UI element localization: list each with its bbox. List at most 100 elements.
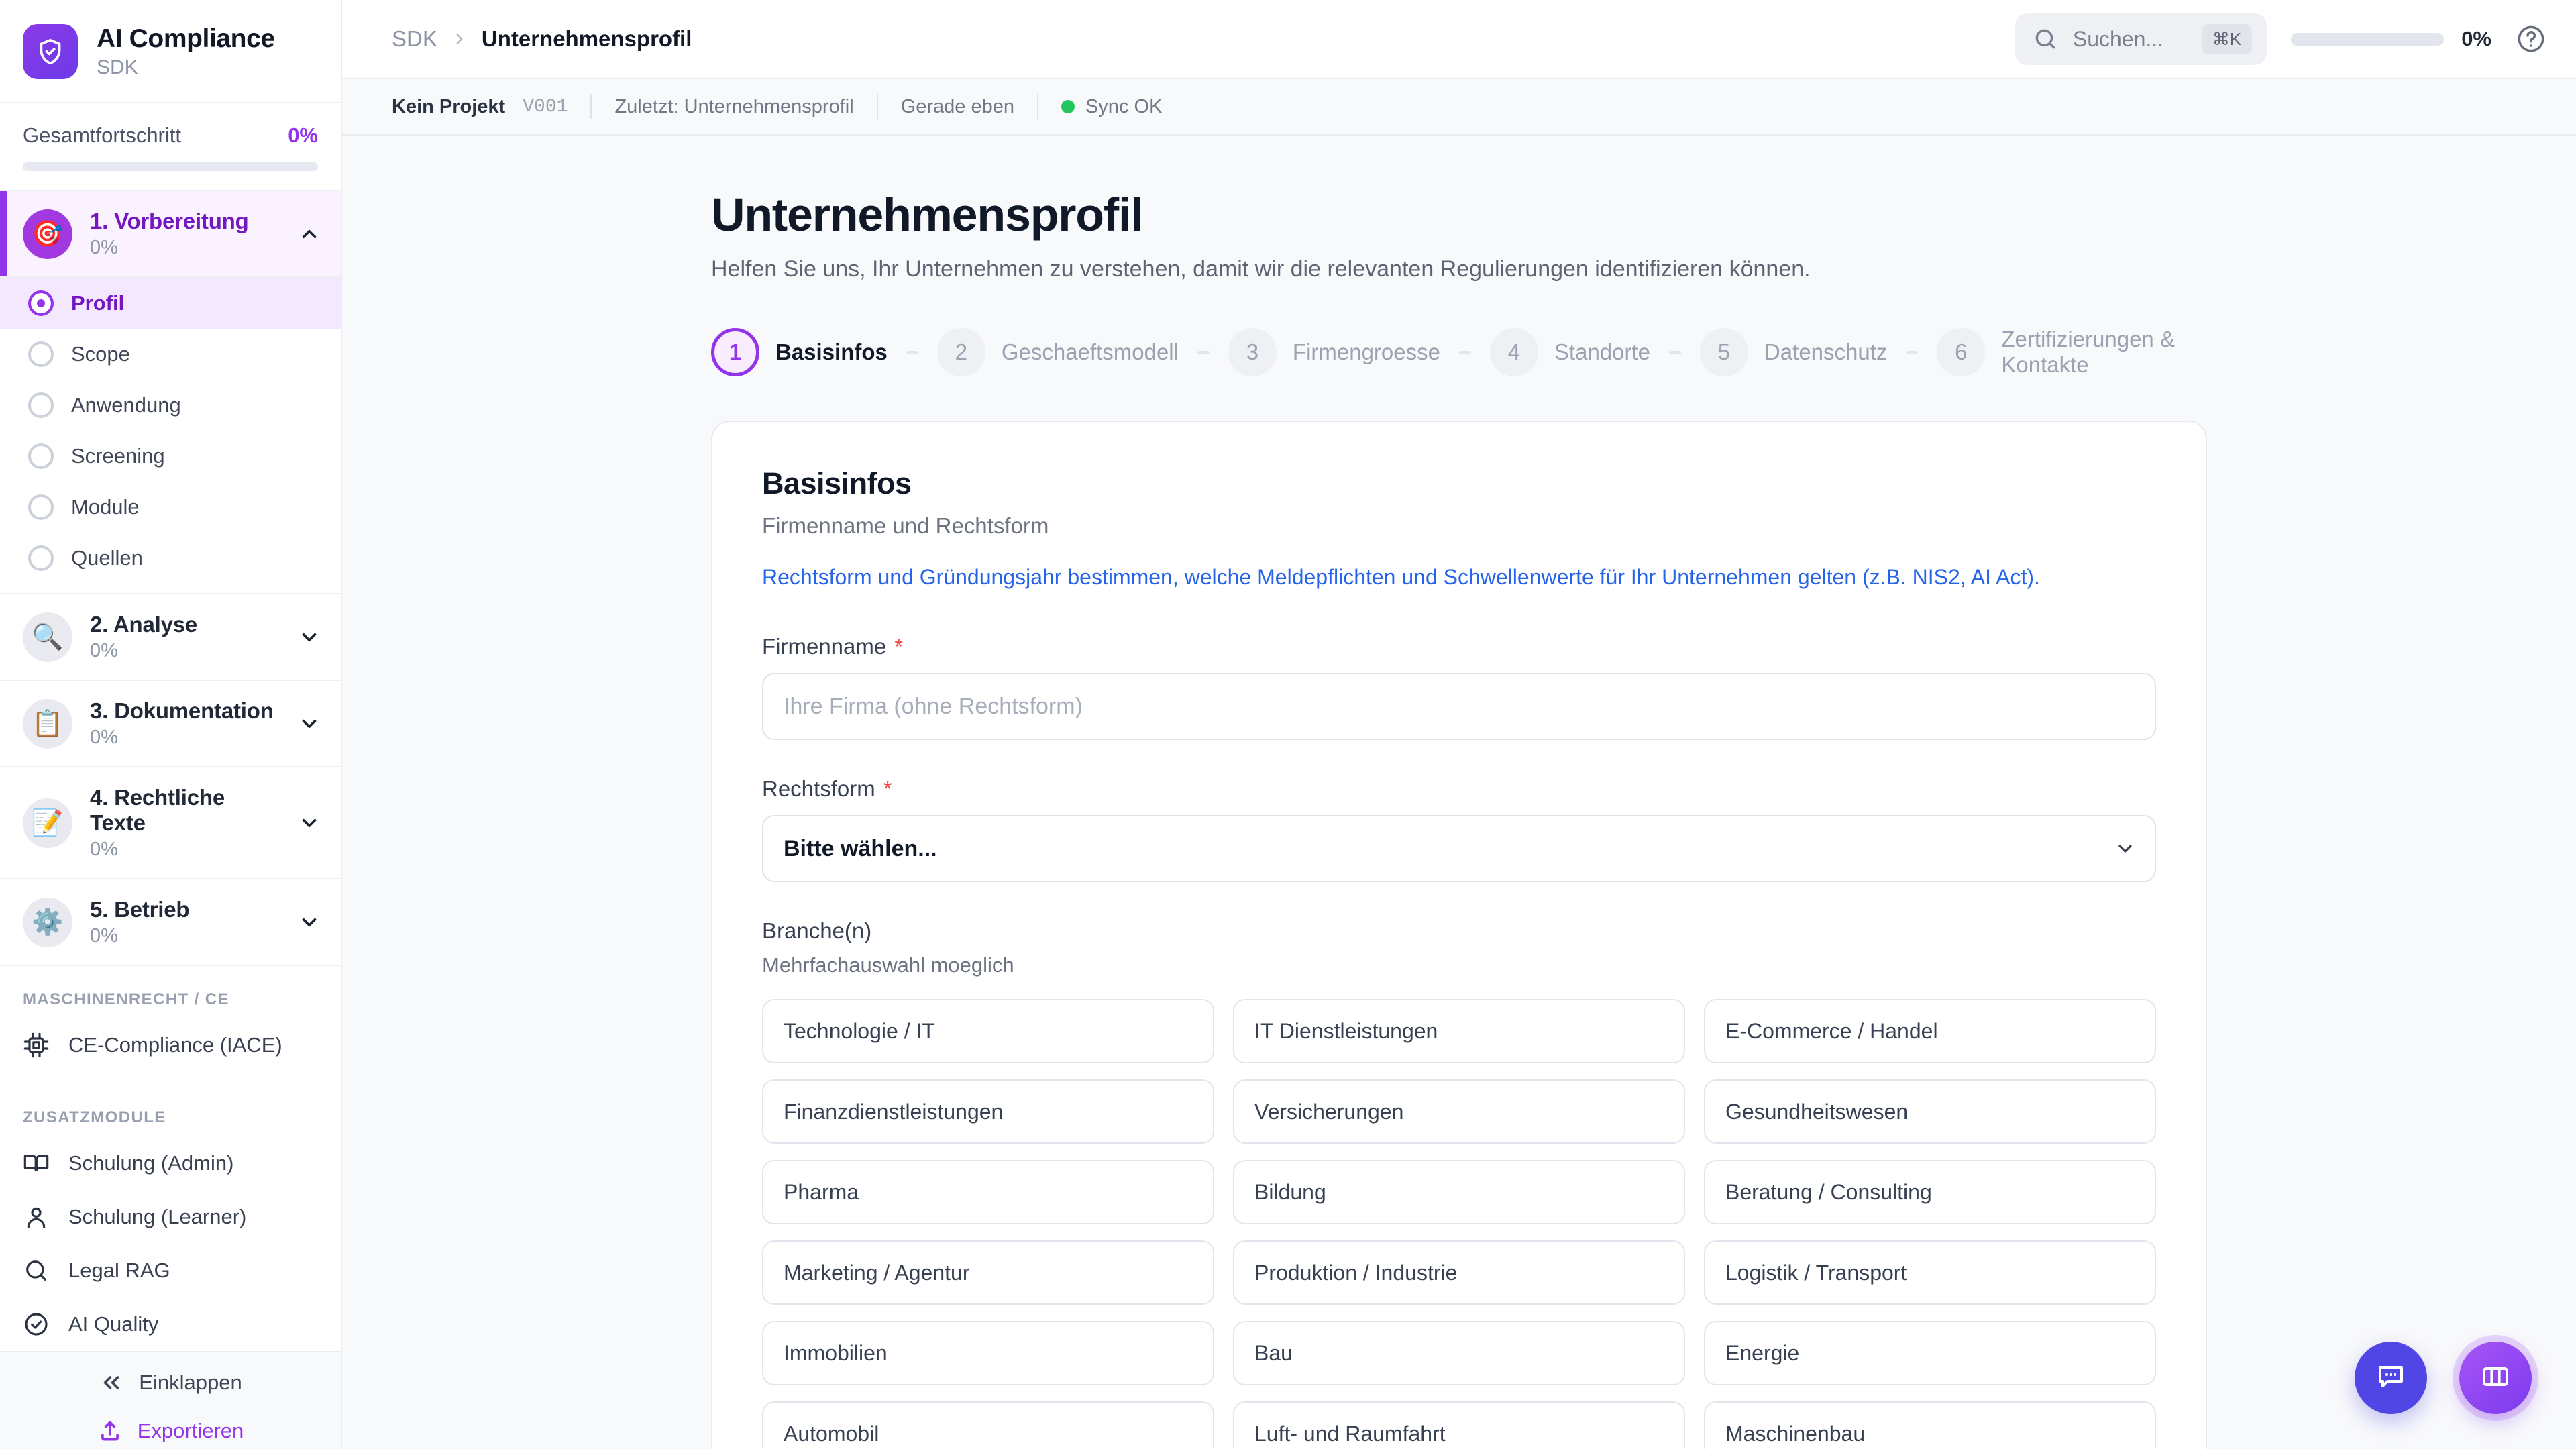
step-standorte[interactable]: 4 Standorte [1489,328,1650,376]
step-basisinfos[interactable]: 1 Basisinfos [711,328,888,376]
required-marker: * [894,634,904,659]
industry-chip[interactable]: Logistik / Transport [1704,1240,2156,1305]
phase-percent: 0% [90,839,118,860]
industry-chip[interactable]: Technologie / IT [762,999,1214,1064]
panel-fab-button[interactable] [2459,1342,2532,1414]
main-area: SDK Unternehmensprofil Suchen... ⌘K [342,0,2576,1449]
sidebar-item-profil[interactable]: Profil [0,278,341,329]
sidebar: AI Compliance SDK Gesamtfortschritt 0% 🎯… [0,0,342,1449]
company-name-input[interactable] [762,673,2156,741]
sidebar-item-quellen[interactable]: Quellen [0,533,341,584]
chevron-down-icon[interactable] [298,712,321,735]
chevron-down-icon[interactable] [298,812,321,835]
industry-chip[interactable]: Beratung / Consulting [1704,1160,2156,1225]
section-heading-zusatzmodule: ZUSATZMODULE [23,1108,166,1126]
chevron-down-icon[interactable] [298,626,321,649]
step-firmengroesse[interactable]: 3 Firmengroesse [1228,328,1440,376]
sync-status-label: Sync OK [1085,95,1163,117]
sidebar-phase-dokumentation[interactable]: 📋 3. Dokumentation 0% [0,681,341,767]
step-geschaeftsmodell[interactable]: 2 Geschaeftsmodell [936,328,1179,376]
search-input[interactable]: Suchen... ⌘K [2015,13,2267,65]
sidebar-item-schulung-learner[interactable]: Schulung (Learner) [0,1190,341,1244]
help-circle-icon[interactable] [2516,23,2546,54]
industry-chip[interactable]: Maschinenbau [1704,1401,2156,1449]
content-scroll-area[interactable]: Unternehmensprofil Helfen Sie uns, Ihr U… [342,136,2576,1449]
industry-chip[interactable]: Luft- und Raumfahrt [1233,1401,1685,1449]
card-subtitle: Firmenname und Rechtsform [762,513,1049,538]
card-hint: Rechtsform und Gründungsjahr bestimmen, … [762,565,2040,589]
industry-chip[interactable]: Gesundheitswesen [1704,1079,2156,1144]
project-name: Kein Projekt [392,95,506,117]
industry-chip[interactable]: Pharma [762,1160,1214,1225]
step-datenschutz[interactable]: 5 Datenschutz [1699,328,1887,376]
sidebar-item-schulung-admin[interactable]: Schulung (Admin) [0,1136,341,1190]
sidebar-item-ce-compliance[interactable]: CE-Compliance (IACE) [0,1018,341,1072]
sidebar-item-scope[interactable]: Scope [0,329,341,380]
search-placeholder: Suchen... [2072,26,2164,51]
sidebar-phase-rechtliche-texte[interactable]: 📝 4. Rechtliche Texte 0% [0,767,341,879]
legal-form-select[interactable]: Bitte wählen... [762,815,2156,883]
industry-chip[interactable]: Bildung [1233,1160,1685,1225]
chevron-down-icon[interactable] [298,911,321,934]
status-dot-icon [1061,100,1075,113]
user-icon [23,1203,50,1230]
page-title: Unternehmensprofil [711,189,1144,241]
radio-icon [28,443,54,469]
content-column: Unternehmensprofil Helfen Sie uns, Ihr U… [711,188,2207,1449]
industry-chip[interactable]: Produktion / Industrie [1233,1240,1685,1305]
metabar: Kein Projekt V001 Zuletzt: Unternehmensp… [342,79,2576,136]
step-number: 6 [1937,328,1986,376]
industry-chip[interactable]: IT Dienstleistungen [1233,999,1685,1064]
collapse-sidebar-button[interactable]: Einklappen [99,1370,242,1395]
step-number: 1 [711,328,759,376]
step-connector [1906,350,1919,354]
step-label: Zertifizierungen & Kontakte [2001,327,2175,377]
subitem-label: Anwendung [71,393,181,417]
sidebar-item-ai-quality[interactable]: AI Quality [0,1297,341,1351]
sidebar-phase-betrieb[interactable]: ⚙️ 5. Betrieb 0% [0,879,341,966]
field-firmenname: Firmenname * [762,634,2156,741]
step-number: 2 [936,328,985,376]
radio-icon [28,545,54,571]
industry-chip[interactable]: Automobil [762,1401,1214,1449]
industry-chip[interactable]: Immobilien [762,1321,1214,1386]
chevron-up-icon[interactable] [298,223,321,246]
sidebar-item-anwendung[interactable]: Anwendung [0,380,341,431]
phase-percent: 0% [90,640,118,661]
field-label-row: Firmenname * [762,634,2156,659]
step-connector [1458,350,1471,354]
form-card: Basisinfos Firmenname und Rechtsform Rec… [711,421,2207,1449]
phase-name: 2. Analyse [90,612,198,637]
export-label: Exportieren [137,1419,244,1442]
industry-chip[interactable]: Bau [1233,1321,1685,1386]
step-label: Firmengroesse [1292,339,1440,364]
step-connector [906,350,918,354]
sidebar-item-legal-rag[interactable]: Legal RAG [0,1244,341,1297]
last-edited-time: Gerade eben [900,95,1014,117]
magnifier-icon: 🔍 [23,612,72,662]
overall-progress: Gesamtfortschritt 0% [0,103,341,191]
search-icon [23,1257,50,1284]
phase-name: 5. Betrieb [90,897,190,922]
export-button[interactable]: Exportieren [97,1418,244,1444]
breadcrumb-root[interactable]: SDK [392,26,437,51]
chat-fab-button[interactable] [2355,1342,2427,1414]
sidebar-item-screening[interactable]: Screening [0,431,341,482]
step-label: Basisinfos [775,339,888,364]
check-circle-icon [23,1311,50,1338]
sidebar-phase-analyse[interactable]: 🔍 2. Analyse 0% [0,594,341,681]
industry-chip[interactable]: E-Commerce / Handel [1704,999,2156,1064]
industry-chip[interactable]: Versicherungen [1233,1079,1685,1144]
metabar-divider [876,94,878,119]
radio-icon [28,494,54,520]
step-zertifizierungen[interactable]: 6 Zertifizierungen & Kontakte [1937,327,2207,378]
industry-chip[interactable]: Energie [1704,1321,2156,1386]
sync-status-badge: Sync OK [1061,96,1162,118]
sidebar-phase-vorbereitung[interactable]: 🎯 1. Vorbereitung 0% [0,191,341,278]
chevrons-left-icon [99,1370,124,1395]
sidebar-item-module[interactable]: Module [0,482,341,533]
legal-form-select-wrap: Bitte wählen... [762,815,2156,883]
chevron-right-icon [451,30,468,48]
industry-chip[interactable]: Marketing / Agentur [762,1240,1214,1305]
industry-chip[interactable]: Finanzdienstleistungen [762,1079,1214,1144]
